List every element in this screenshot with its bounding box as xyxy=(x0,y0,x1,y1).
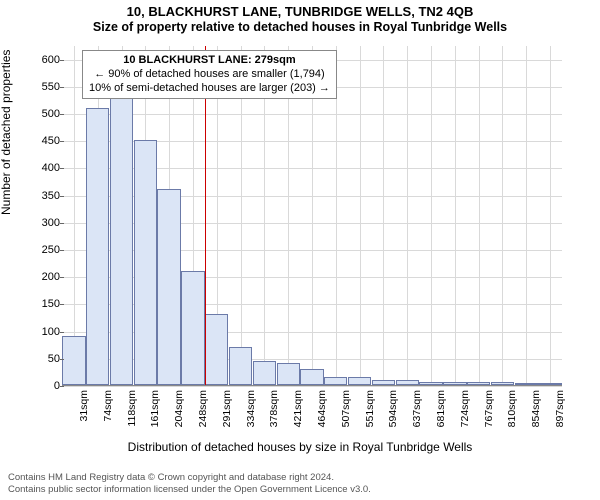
gridline-v xyxy=(550,46,551,385)
x-tick: 854sqm xyxy=(530,390,542,427)
y-tick: 600 xyxy=(4,54,60,66)
info-line1: 10 BLACKHURST LANE: 279sqm xyxy=(89,54,330,68)
gridline-v xyxy=(479,46,480,385)
x-tick: 291sqm xyxy=(221,390,233,427)
y-tick: 450 xyxy=(4,135,60,147)
x-tick: 74sqm xyxy=(102,390,114,422)
bar xyxy=(324,377,347,385)
footer: Contains HM Land Registry data © Crown c… xyxy=(8,472,371,496)
bar xyxy=(300,369,323,385)
footer-line2: Contains public sector information licen… xyxy=(8,484,371,496)
gridline-v xyxy=(383,46,384,385)
bar xyxy=(205,314,228,385)
x-tick: 897sqm xyxy=(554,390,566,427)
bar xyxy=(443,382,466,385)
bar xyxy=(181,271,204,385)
x-tick: 551sqm xyxy=(364,390,376,427)
y-tick: 250 xyxy=(4,244,60,256)
y-tick: 500 xyxy=(4,108,60,120)
x-tick: 248sqm xyxy=(197,390,209,427)
x-tick: 161sqm xyxy=(149,390,161,427)
gridline-v xyxy=(360,46,361,385)
y-tick: 100 xyxy=(4,326,60,338)
chart: Number of detached properties 10 BLACKHU… xyxy=(0,40,600,450)
x-tick: 681sqm xyxy=(435,390,447,427)
y-tick: 400 xyxy=(4,162,60,174)
gridline-v xyxy=(455,46,456,385)
bar xyxy=(372,380,395,385)
gridline-v xyxy=(407,46,408,385)
x-tick: 637sqm xyxy=(411,390,423,427)
y-tick: 550 xyxy=(4,81,60,93)
info-line3: 10% of semi-detached houses are larger (… xyxy=(89,82,330,96)
info-line2: ← 90% of detached houses are smaller (1,… xyxy=(89,68,330,82)
x-tick: 767sqm xyxy=(483,390,495,427)
x-tick: 724sqm xyxy=(459,390,471,427)
title-line2: Size of property relative to detached ho… xyxy=(0,20,600,36)
gridline-h xyxy=(62,386,562,387)
gridline-v xyxy=(431,46,432,385)
bar xyxy=(538,383,561,385)
gridline-v xyxy=(502,46,503,385)
info-box: 10 BLACKHURST LANE: 279sqm ← 90% of deta… xyxy=(82,50,337,99)
x-tick: 464sqm xyxy=(316,390,328,427)
x-tick: 378sqm xyxy=(268,390,280,427)
gridline-v xyxy=(74,46,75,385)
bar xyxy=(253,361,276,385)
x-tick: 507sqm xyxy=(340,390,352,427)
x-tick: 594sqm xyxy=(387,390,399,427)
x-axis-label: Distribution of detached houses by size … xyxy=(0,440,600,454)
plot-area: 10 BLACKHURST LANE: 279sqm ← 90% of deta… xyxy=(62,46,562,386)
bar xyxy=(229,347,252,385)
bar xyxy=(134,140,157,385)
y-tick: 200 xyxy=(4,271,60,283)
bar xyxy=(157,189,180,385)
x-tick: 334sqm xyxy=(245,390,257,427)
bar xyxy=(86,108,109,385)
y-tick: 0 xyxy=(4,380,60,392)
bar xyxy=(396,380,419,385)
y-tick: 150 xyxy=(4,298,60,310)
x-tick: 31sqm xyxy=(78,390,90,422)
x-tick: 118sqm xyxy=(126,390,138,427)
chart-title: 10, BLACKHURST LANE, TUNBRIDGE WELLS, TN… xyxy=(0,0,600,36)
x-tick: 810sqm xyxy=(506,390,518,427)
y-tick: 300 xyxy=(4,217,60,229)
x-tick: 421sqm xyxy=(292,390,304,427)
x-tick: 204sqm xyxy=(173,390,185,427)
bar xyxy=(491,382,514,385)
gridline-v xyxy=(526,46,527,385)
bar xyxy=(277,363,300,385)
bar xyxy=(515,383,538,385)
footer-line1: Contains HM Land Registry data © Crown c… xyxy=(8,472,371,484)
bar xyxy=(467,382,490,385)
y-tick: 350 xyxy=(4,190,60,202)
bar xyxy=(62,336,85,385)
bar xyxy=(419,382,442,385)
bar xyxy=(348,377,371,385)
bar xyxy=(110,91,133,385)
title-line1: 10, BLACKHURST LANE, TUNBRIDGE WELLS, TN… xyxy=(0,4,600,20)
y-tick: 50 xyxy=(4,353,60,365)
